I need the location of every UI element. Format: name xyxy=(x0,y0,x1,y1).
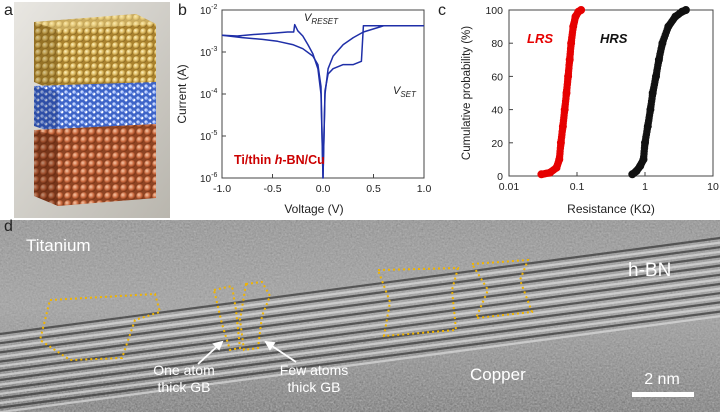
chart-c-ytick-label: 40 xyxy=(491,105,503,117)
chart-c-ytick-label: 80 xyxy=(491,38,503,50)
titanium-label: Titanium xyxy=(26,236,91,255)
hbn-fringe xyxy=(0,273,720,372)
gb1-line2: thick GB xyxy=(158,379,211,395)
hbn-fringe xyxy=(0,269,720,368)
chart-c-frame xyxy=(508,9,714,177)
chart-c-xlabel: Resistance (KΩ) xyxy=(567,202,655,216)
hbn-fringe xyxy=(0,310,720,409)
chart-c-ytick-label: 100 xyxy=(485,5,503,17)
panel-label-c: c xyxy=(438,2,446,19)
hbn-fringe xyxy=(0,236,720,336)
chart-b-series xyxy=(221,23,424,179)
hbn-fringe xyxy=(0,292,720,391)
chart-c-series xyxy=(537,6,690,179)
hbn-fringe xyxy=(0,246,720,345)
chart-b-ylabel: Current (A) xyxy=(175,64,189,123)
hbn-fringe xyxy=(0,282,720,382)
copper-label: Copper xyxy=(470,365,526,384)
panel-a-stack xyxy=(14,2,170,218)
chart-b-xlabel: Voltage (V) xyxy=(284,202,343,216)
chart-b-ytick-label: 10-5 xyxy=(200,130,217,143)
chart-b-xtick-label: 0.0 xyxy=(316,183,331,195)
chart-b-xticks: -1.0 -0.5 0.0 0.5 1.0 xyxy=(213,174,431,195)
chart-c-point-lrs xyxy=(577,6,586,14)
gb-outline-4 xyxy=(376,266,460,338)
titanium-block xyxy=(34,14,156,92)
gb-outline-2 xyxy=(212,284,242,352)
panel-b-chart: 10-2 10-3 10-4 10-5 10-6 -1.0 -0.5 0.0 0.5 1.0 V… xyxy=(175,4,431,216)
scale-bar-label: 2 nm xyxy=(644,371,680,388)
hbn-label: h-BN xyxy=(628,260,671,281)
chart-c-xticks: 0.01 0.1 1 10 xyxy=(499,172,719,193)
gb2-line2: thick GB xyxy=(288,379,341,395)
gb-outline-3 xyxy=(238,280,272,352)
chart-c-ytick-label: 60 xyxy=(491,71,503,83)
chart-c-xtick-label: 10 xyxy=(707,181,719,193)
hbn-fringe xyxy=(0,315,720,412)
scale-bar xyxy=(632,392,694,397)
panel-label-b: b xyxy=(178,2,187,19)
lrs-label: LRS xyxy=(527,31,553,46)
chart-c-point-hrs xyxy=(681,6,690,14)
hbn-fringe xyxy=(0,278,720,377)
gb-arrows xyxy=(197,340,297,365)
hbn-fringe xyxy=(0,264,720,363)
hbn-fringes xyxy=(0,236,720,412)
panel-label-a: a xyxy=(4,2,13,19)
chart-b-xtick-label: 0.5 xyxy=(366,183,381,195)
chart-c-xtick-label: 0.1 xyxy=(570,181,585,193)
gb-outline-5 xyxy=(470,258,534,320)
copper-block xyxy=(34,124,156,206)
hbn-fringe xyxy=(0,241,720,340)
chart-c-yticks: 0 20 40 60 80 100 xyxy=(485,5,513,183)
chart-c-ytick-label: 0 xyxy=(497,171,503,183)
grain-boundary-outlines xyxy=(38,258,534,362)
device-label: Ti/thin h-BN/Cu xyxy=(234,153,325,167)
chart-c-xtick-label: 0.01 xyxy=(499,181,520,193)
chart-b-ytick-label: 10-6 xyxy=(200,172,217,185)
gb1-line1: One atom xyxy=(153,362,214,378)
chart-b-yticks: 10-2 10-3 10-4 10-5 10-6 xyxy=(200,4,226,185)
panel-c-chart: 0 20 40 60 80 100 0.01 0.1 1 10 LRS HRS Resistan… xyxy=(461,5,719,216)
chart-c-ytick-label: 20 xyxy=(491,138,503,150)
hbn-fringe xyxy=(0,250,720,349)
chart-b-ytick-label: 10-2 xyxy=(200,4,217,17)
chart-c-xtick-label: 1 xyxy=(642,181,648,193)
panel-label-d: d xyxy=(4,218,13,235)
tem-image: Titanium h-BN Copper One atom thick GB F… xyxy=(0,220,720,412)
hbn-fringe xyxy=(0,301,720,400)
hbn-fringe xyxy=(0,305,720,405)
chart-b-ytick-label: 10-3 xyxy=(200,46,217,59)
figure-top-panels: 10-2 10-3 10-4 10-5 10-6 -1.0 -0.5 0.0 0.5 1.0 V… xyxy=(14,2,719,218)
chart-b-series-1 xyxy=(221,23,424,179)
gb2-line1: Few atoms xyxy=(280,362,348,378)
hrs-label: HRS xyxy=(600,31,628,46)
vreset-annotation: VRESET xyxy=(304,12,339,26)
chart-b-xtick-label: 1.0 xyxy=(417,183,432,195)
chart-b-xtick-label: -1.0 xyxy=(213,183,231,195)
hbn-fringe xyxy=(0,255,720,354)
hbn-fringe xyxy=(0,296,720,395)
chart-b-xtick-label: -0.5 xyxy=(263,183,281,195)
vset-annotation: VSET xyxy=(393,85,417,99)
hbn-fringe xyxy=(0,287,720,386)
hbn-fringe xyxy=(0,259,720,359)
chart-c-ylabel: Cumulative probability (%) xyxy=(461,26,473,160)
chart-b-ytick-label: 10-4 xyxy=(200,88,217,101)
hbn-block xyxy=(34,82,156,134)
gb-outline-1 xyxy=(38,292,162,362)
